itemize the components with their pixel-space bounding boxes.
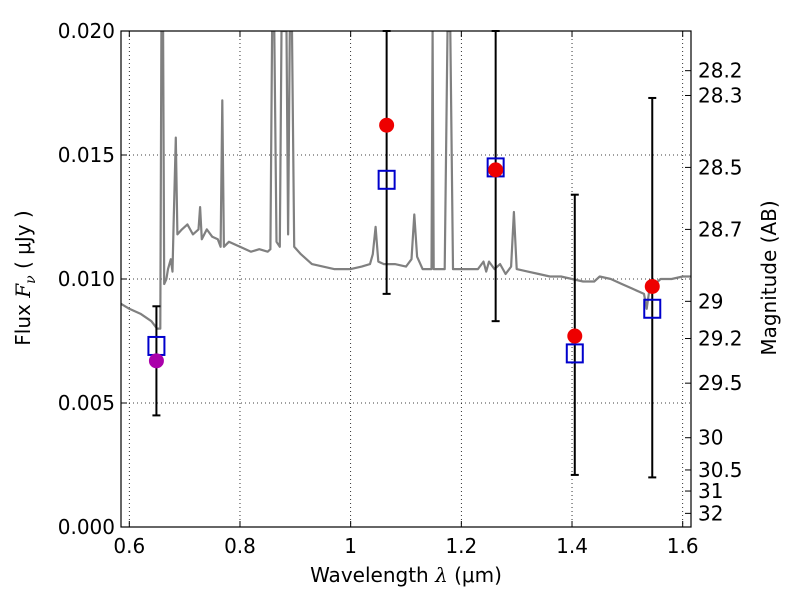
y2-tick-label: 30.5	[698, 458, 743, 482]
x-tick-label: 1	[344, 534, 357, 558]
errorbar-layer	[152, 30, 657, 479]
x-tick-label: 1.2	[445, 534, 477, 558]
filled-circle-marker	[148, 353, 164, 369]
y-tick-label: 0.010	[58, 267, 115, 291]
filled-circle-marker	[644, 278, 660, 294]
y2-tick-label: 31	[698, 479, 723, 503]
y2-tick-label: 32	[698, 501, 723, 525]
x-tick-label: 0.8	[224, 534, 256, 558]
open-square-marker	[377, 169, 396, 190]
x-tick-label: 1.4	[556, 534, 588, 558]
y2-tick-label: 30	[698, 426, 723, 450]
y-tick-label: 0.015	[58, 143, 115, 167]
open-square-marker	[643, 298, 662, 319]
y-tick-label: 0.020	[58, 19, 115, 43]
spectrum-line	[121, 31, 691, 330]
y2-tick-label: 29.5	[698, 371, 743, 395]
filled-circle-marker	[488, 162, 504, 178]
grid-lines	[121, 30, 691, 528]
y2-tick-label: 29.2	[698, 327, 743, 351]
y2-axis-title: Magnitude (AB)	[757, 200, 781, 355]
y-axis-title: Flux Fν ( μJy )	[11, 210, 39, 345]
y2-tick-label: 28.5	[698, 155, 743, 179]
tick-layer: 0.6 0.8 1 1.2 1.4 1.6 0.000 0.005 0.010 0.015 0.02…	[58, 19, 743, 558]
filled-circle-marker	[567, 328, 583, 344]
y-tick-label: 0.005	[58, 391, 115, 415]
marker-layer	[147, 117, 662, 369]
y-tick-label: 0.000	[58, 515, 115, 539]
filled-circle-marker	[379, 117, 395, 133]
spectrum-layer	[121, 31, 691, 330]
y2-tick-label: 28.2	[698, 59, 743, 83]
x-axis-title: Wavelength λ (μm)	[310, 563, 502, 587]
y2-tick-label: 28.7	[698, 217, 743, 241]
y2-tick-label: 28.3	[698, 83, 743, 107]
y2-tick-label: 29	[698, 289, 723, 313]
x-tick-label: 0.6	[113, 534, 145, 558]
open-square-marker	[565, 343, 584, 364]
x-tick-label: 1.6	[667, 534, 699, 558]
